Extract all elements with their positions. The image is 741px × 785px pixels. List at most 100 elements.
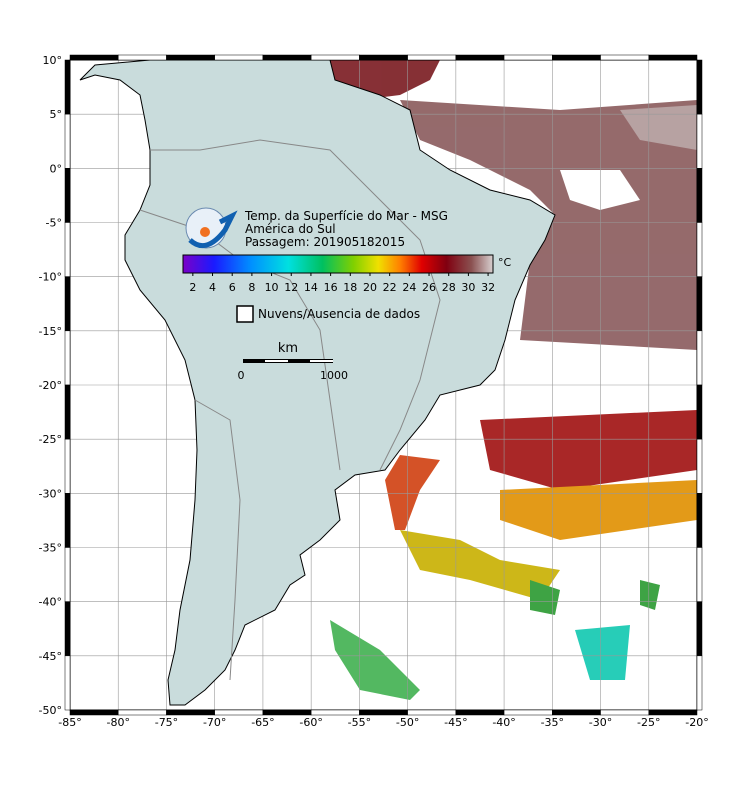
frame-segment — [64, 601, 71, 657]
frame-segment — [503, 709, 553, 716]
colorbar-tick-label: 4 — [209, 281, 216, 294]
lat-tick-label: -50° — [39, 704, 62, 717]
colorbar-tick-label: 2 — [189, 281, 196, 294]
no-data-label: Nuvens/Ausencia de dados — [258, 307, 420, 321]
lat-tick-label: -25° — [39, 433, 62, 446]
frame-segment — [696, 113, 703, 169]
colorbar-tick-label: 10 — [265, 281, 279, 294]
frame-segment — [64, 59, 71, 115]
frame-segment — [310, 709, 360, 716]
no-data-swatch — [236, 305, 254, 323]
frame-border — [64, 54, 703, 716]
legend-region: América do Sul — [245, 222, 336, 236]
frame-segment — [64, 330, 71, 386]
colorbar-tick-label: 12 — [284, 281, 298, 294]
scale-bar — [265, 360, 288, 362]
frame-segment — [64, 384, 71, 440]
frame-segment — [117, 709, 167, 716]
lat-tick-label: -45° — [39, 650, 62, 663]
borders — [150, 139, 441, 471]
frame-segment — [69, 709, 119, 716]
frame-segment — [648, 709, 698, 716]
colorbar-tick-label: 32 — [481, 281, 495, 294]
frame-segment — [696, 168, 703, 223]
lat-tick-label: 5° — [50, 108, 63, 121]
frame-segment — [64, 438, 71, 494]
colorbar-tick-label: 22 — [383, 281, 397, 294]
lat-tick-label: -15° — [39, 325, 62, 338]
colorbar-ticks: 2 4 6 8 10 12 14 16 18 20 22 24 26 28 30 32 — [189, 273, 495, 294]
frame-segment — [696, 222, 703, 277]
logo — [185, 207, 238, 249]
frame-segment — [696, 59, 703, 115]
scale-unit: km — [278, 341, 298, 356]
lon-tick-label: -50° — [396, 716, 419, 729]
frame-segment — [696, 276, 703, 332]
frame-segment — [214, 709, 264, 716]
lon-tick-label: -45° — [444, 716, 467, 729]
frame-segment — [166, 54, 215, 61]
borders — [194, 399, 241, 681]
colorbar-tick-label: 30 — [461, 281, 475, 294]
colorbar-tick-label: 20 — [363, 281, 377, 294]
frame-segment — [407, 54, 457, 61]
lon-tick-label: -70° — [203, 716, 226, 729]
lon-tick-label: -40° — [492, 716, 515, 729]
frame-segment — [214, 54, 264, 61]
lat-tick-label: 0° — [50, 162, 63, 175]
lon-tick-label: -35° — [541, 716, 564, 729]
frame-segment — [503, 54, 553, 61]
frame-segment — [552, 54, 601, 61]
colorbar-unit: °C — [498, 256, 512, 269]
colorbar-tick-label: 16 — [324, 281, 338, 294]
lat-tick-label: -40° — [39, 596, 62, 609]
tick-labels: -85° -80° -75° -70° -65° -60° -55° -50° -45° -40°… — [39, 54, 709, 729]
lat-tick-label: -5° — [46, 217, 62, 230]
lon-tick-label: -55° — [348, 716, 371, 729]
frame-segment — [262, 709, 312, 716]
lon-tick-label: -75° — [155, 716, 178, 729]
frame-segment — [310, 54, 360, 61]
lat-tick-label: -10° — [39, 271, 62, 284]
lon-tick-label: -65° — [251, 716, 274, 729]
frame-segment — [64, 547, 71, 602]
frame-segment — [359, 709, 408, 716]
frame-segment — [262, 54, 312, 61]
frame-segment — [552, 709, 601, 716]
frame-segment — [696, 655, 703, 711]
colorbar-tick-label: 24 — [402, 281, 416, 294]
frame-segment — [600, 54, 650, 61]
lat-tick-label: -30° — [39, 487, 62, 500]
lon-tick-label: -60° — [299, 716, 322, 729]
legend-title: Temp. da Superfície do Mar - MSG — [244, 209, 448, 223]
colorbar-tick-label: 8 — [248, 281, 255, 294]
frame-segment — [166, 709, 215, 716]
lon-tick-label: -80° — [106, 716, 129, 729]
frame-segment — [696, 438, 703, 494]
frame-segment — [69, 54, 119, 61]
frame-segment — [64, 655, 71, 711]
lon-tick-label: -85° — [58, 716, 81, 729]
frame-segment — [64, 276, 71, 332]
colorbar-tick-label: 28 — [442, 281, 456, 294]
frame-segment — [696, 493, 703, 548]
frame-segment — [696, 384, 703, 440]
colorbar-tick-label: 26 — [422, 281, 436, 294]
frame-segment — [455, 54, 505, 61]
frame-segment — [117, 54, 167, 61]
frame-segment — [455, 709, 505, 716]
colorbar-tick-label: 6 — [229, 281, 236, 294]
frame-segment — [64, 168, 71, 223]
lon-tick-label: -20° — [685, 716, 708, 729]
lat-tick-label: 10° — [43, 54, 63, 67]
frame-segment — [64, 222, 71, 277]
frame-segment — [64, 113, 71, 169]
colorbar-tick-label: 14 — [304, 281, 318, 294]
colorbar-tick-label: 18 — [343, 281, 357, 294]
frame-segment — [696, 601, 703, 657]
scale-bar — [310, 360, 333, 362]
colorbar — [182, 254, 494, 274]
lat-tick-label: -20° — [39, 379, 62, 392]
